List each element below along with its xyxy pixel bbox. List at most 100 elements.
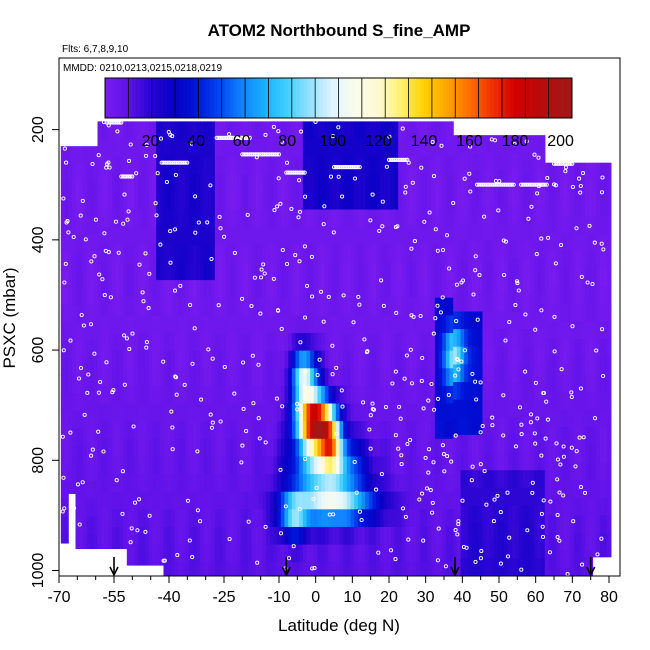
heatmap-cell	[68, 304, 73, 324]
heatmap-cell	[104, 315, 110, 334]
heatmap-cell	[170, 191, 176, 211]
heatmap-cell	[203, 280, 209, 299]
sample-point	[342, 165, 348, 170]
sample-point	[330, 372, 335, 377]
heatmap-cell	[343, 526, 348, 546]
heatmap-cell	[555, 409, 561, 428]
colorbar-cell	[136, 78, 141, 118]
heatmap-cell	[112, 350, 117, 369]
heatmap-cell	[82, 498, 88, 518]
heatmap-cell	[486, 523, 491, 542]
heatmap-cell	[482, 487, 487, 507]
heatmap-cell	[431, 280, 436, 299]
heatmap-cell	[90, 269, 95, 288]
heatmap-cell	[467, 540, 473, 559]
sample-point	[489, 137, 494, 142]
heatmap-cell	[500, 434, 506, 454]
heatmap-cell	[93, 322, 99, 341]
sample-point	[490, 415, 495, 420]
heatmap-cell	[288, 209, 293, 228]
heatmap-cell	[577, 533, 583, 552]
heatmap-cell	[471, 276, 476, 295]
heatmap-cell	[596, 286, 601, 305]
heatmap-cell	[200, 562, 205, 576]
heatmap-cell	[192, 315, 198, 334]
heatmap-cell	[559, 215, 564, 234]
heatmap-cell	[533, 293, 539, 313]
heatmap-cell	[200, 280, 205, 299]
sample-point	[462, 348, 467, 353]
sample-point	[82, 412, 87, 417]
heatmap-cell	[497, 434, 502, 454]
heatmap-cell	[233, 403, 238, 422]
heatmap-cell	[75, 269, 80, 288]
heatmap-cell	[68, 199, 73, 218]
heatmap-cell	[258, 562, 264, 576]
heatmap-cell	[222, 474, 227, 493]
heatmap-cell	[376, 191, 381, 211]
heatmap-cell	[328, 332, 333, 352]
sample-point	[134, 171, 139, 176]
heatmap-cell	[148, 121, 154, 140]
heatmap-cell	[277, 227, 282, 246]
heatmap-cell	[262, 297, 267, 316]
heatmap-cell	[170, 262, 176, 281]
heatmap-cell	[511, 540, 517, 559]
heatmap-cell	[60, 304, 66, 324]
heatmap-cell	[93, 534, 99, 550]
heatmap-cell	[211, 456, 216, 475]
heatmap-cell	[313, 227, 319, 246]
heatmap-cell	[262, 156, 267, 175]
sample-point	[208, 412, 213, 417]
heatmap-cell	[335, 244, 341, 264]
sample-point	[174, 160, 179, 165]
heatmap-cell	[460, 382, 465, 401]
heatmap-cell	[434, 209, 440, 228]
heatmap-cell	[64, 534, 69, 544]
heatmap-cell	[163, 385, 168, 405]
heatmap-cell	[101, 156, 106, 175]
heatmap-cell	[522, 223, 528, 242]
heatmap-cell	[515, 293, 520, 313]
heatmap-cell	[163, 209, 168, 228]
heatmap-cell	[222, 244, 227, 264]
heatmap-cell	[247, 262, 253, 281]
heatmap-cell	[577, 550, 583, 569]
heatmap-cell	[214, 297, 220, 316]
heatmap-cell	[269, 209, 275, 228]
heatmap-cell	[489, 540, 495, 559]
heatmap-cell	[112, 191, 117, 211]
heatmap-cell	[101, 509, 106, 528]
heatmap-cell	[112, 297, 117, 316]
heatmap-cell	[258, 156, 264, 175]
heatmap-cell	[101, 227, 106, 246]
heatmap-cell	[438, 509, 443, 528]
heatmap-cell	[416, 544, 421, 563]
heatmap-cell	[332, 562, 337, 576]
heatmap-cell	[460, 152, 465, 172]
heatmap-cell	[93, 146, 99, 165]
heatmap-cell	[570, 550, 575, 569]
colorbar-cell	[392, 78, 398, 118]
heatmap-cell	[357, 474, 363, 493]
heatmap-cell	[145, 139, 150, 158]
colorbar-cell	[319, 78, 324, 118]
heatmap-cell	[566, 497, 572, 516]
heatmap-cell	[544, 444, 550, 464]
heatmap-cell	[86, 375, 91, 394]
heatmap-cell	[185, 526, 190, 546]
sample-point	[454, 319, 459, 324]
heatmap-cell	[361, 544, 366, 563]
sample-point	[263, 132, 268, 137]
heatmap-cell	[478, 240, 484, 260]
heatmap-cell	[607, 462, 612, 481]
heatmap-cell	[185, 244, 190, 264]
heatmap-cell	[148, 526, 154, 546]
colorbar-cell	[443, 78, 448, 118]
sample-point	[487, 182, 492, 187]
heatmap-cell	[530, 399, 535, 418]
heatmap-cell	[258, 438, 264, 458]
sample-point	[241, 406, 246, 411]
heatmap-cell	[302, 139, 308, 158]
heatmap-cell	[145, 562, 150, 566]
